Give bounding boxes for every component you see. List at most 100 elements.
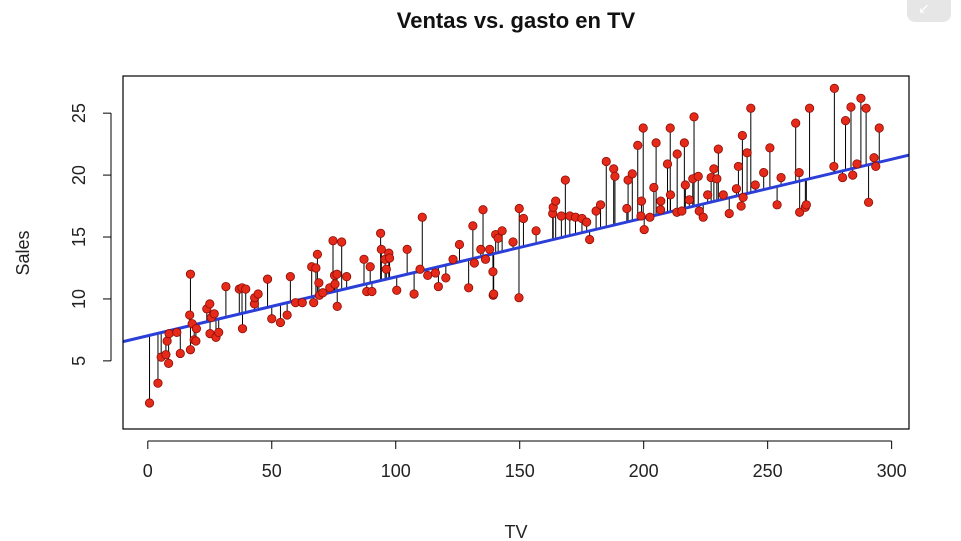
data-point	[591, 206, 601, 216]
data-point	[742, 148, 752, 158]
data-point	[328, 236, 338, 246]
data-point	[776, 172, 786, 183]
data-point	[311, 263, 321, 273]
data-point	[433, 281, 443, 292]
data-point	[724, 208, 734, 219]
data-point	[237, 324, 248, 334]
x-tick-label: 250	[753, 461, 783, 481]
x-tick-label: 100	[381, 461, 411, 481]
data-point	[772, 200, 782, 210]
data-point	[852, 159, 862, 169]
data-point	[582, 217, 592, 227]
data-point	[759, 168, 769, 178]
data-point	[712, 174, 722, 184]
data-point	[829, 161, 839, 172]
data-point	[468, 221, 478, 231]
data-point	[175, 348, 185, 359]
data-point	[665, 123, 675, 133]
data-point	[367, 286, 377, 297]
data-point	[679, 138, 689, 148]
data-point	[381, 264, 391, 274]
data-point	[736, 201, 746, 211]
data-point	[863, 197, 874, 207]
data-point	[359, 254, 369, 264]
data-point	[164, 358, 174, 368]
data-point	[801, 200, 811, 210]
data-point	[662, 159, 673, 169]
collapse-button[interactable]: ↙	[907, 0, 951, 22]
data-point	[423, 270, 433, 281]
data-point	[493, 233, 503, 243]
data-point	[448, 254, 458, 264]
x-tick-label: 150	[505, 461, 535, 481]
y-tick-label: 10	[69, 289, 89, 309]
data-point	[485, 244, 495, 255]
data-point	[655, 205, 666, 215]
data-point	[185, 310, 195, 320]
data-point	[518, 213, 529, 224]
data-point	[330, 279, 340, 289]
data-point	[633, 140, 643, 150]
y-tick-label: 20	[69, 165, 89, 185]
data-point	[314, 278, 324, 288]
data-point	[409, 289, 419, 299]
data-point	[309, 298, 319, 308]
data-point	[556, 211, 566, 221]
data-point	[392, 285, 402, 295]
regression-line-layer	[123, 153, 909, 344]
data-point	[693, 171, 703, 181]
data-point	[454, 239, 465, 250]
data-point	[746, 103, 756, 113]
x-tick-label: 300	[877, 461, 907, 481]
data-point	[185, 345, 196, 355]
data-point	[874, 123, 884, 133]
data-point	[791, 118, 801, 128]
data-point	[829, 83, 839, 93]
plot-frame	[122, 75, 910, 430]
data-point	[164, 329, 174, 339]
regression-line	[123, 153, 909, 344]
data-point	[665, 190, 676, 200]
data-point	[531, 226, 541, 236]
data-point	[262, 274, 273, 284]
data-point	[161, 350, 171, 360]
data-point	[677, 206, 687, 216]
data-point	[750, 180, 760, 190]
data-point	[703, 190, 713, 200]
data-point	[601, 156, 611, 167]
data-point	[153, 378, 163, 388]
data-point	[415, 264, 425, 274]
data-point	[384, 253, 395, 263]
data-point	[332, 269, 342, 279]
data-point	[514, 293, 524, 303]
data-point	[623, 175, 633, 185]
data-point	[733, 161, 744, 172]
data-point	[488, 267, 498, 277]
data-point	[713, 144, 723, 154]
data-point	[267, 314, 277, 324]
data-point	[312, 249, 322, 259]
data-point	[332, 301, 342, 311]
data-point	[804, 103, 815, 113]
data-point	[441, 273, 451, 283]
y-axis-title: Sales	[13, 230, 33, 275]
y-tick-label: 5	[69, 356, 89, 366]
data-point	[241, 284, 251, 294]
data-point	[765, 143, 775, 153]
data-point	[476, 244, 486, 255]
data-point	[645, 212, 655, 222]
data-point	[253, 289, 263, 299]
data-point	[840, 115, 851, 126]
y-tick-label: 15	[69, 227, 89, 247]
x-tick-label: 0	[143, 461, 153, 481]
data-point	[731, 184, 742, 194]
data-point	[417, 212, 427, 222]
data-point	[689, 112, 699, 122]
data-point	[738, 192, 748, 202]
data-point	[709, 164, 719, 174]
data-point	[282, 310, 292, 320]
collapse-arrow-icon: ↙	[918, 1, 930, 17]
x-axis-title: TV	[504, 522, 527, 541]
data-point	[185, 269, 196, 279]
